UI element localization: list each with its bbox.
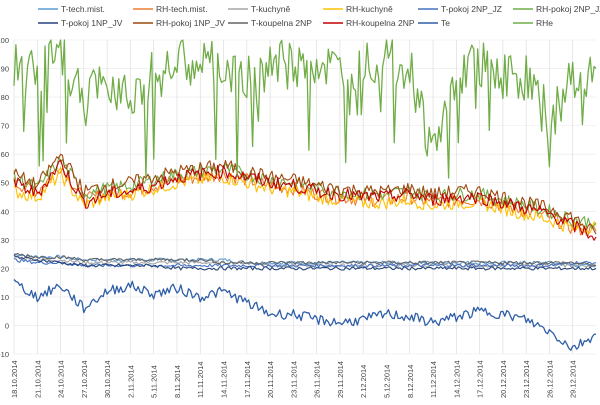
legend-label: T-kuchyně	[251, 4, 290, 14]
series-line	[13, 39, 597, 179]
x-tick-label: 8.12.2014	[406, 365, 415, 398]
legend-label: T-pokoj 1NP_JV	[61, 18, 123, 28]
series-line	[13, 167, 597, 234]
x-tick-label: 11.11.2014	[196, 362, 205, 398]
legend-label: T-tech.mist.	[61, 4, 105, 14]
x-tick-label: 27.10.2014	[80, 360, 89, 398]
x-tick-label: 21.10.2014	[33, 360, 42, 398]
axes: -10 0 10 20 30 40 50 60 70 80 90 100 18.10.2014 21.10…	[0, 36, 578, 398]
legend-label: RH-pokoj 1NP_JV	[156, 18, 225, 28]
y-tick-label: 70	[1, 122, 9, 131]
x-tick-label: 11.12.2014	[429, 361, 438, 398]
legend-label: RH-pokoj 2NP_JZ	[536, 4, 600, 14]
series-line	[13, 258, 597, 268]
x-tick-label: 20.11.2014	[266, 361, 275, 398]
x-tick-label: 5.11.2014	[150, 365, 159, 398]
y-tick-label: -10	[0, 350, 9, 359]
series-line	[13, 159, 597, 241]
y-tick-label: 100	[0, 36, 9, 45]
legend-label: T-pokoj 2NP_JZ	[441, 4, 502, 14]
y-tick-label: 0	[5, 321, 9, 330]
x-tick-label: 30.10.2014	[103, 360, 112, 398]
legend-label: Te	[441, 18, 450, 28]
x-tick-label: 8.11.2014	[173, 365, 182, 398]
x-tick-label: 18.10.2014	[10, 360, 19, 398]
y-tick-label: 80	[1, 93, 9, 102]
y-tick-label: 30	[1, 236, 9, 245]
y-tick-label: 20	[1, 264, 9, 273]
x-tick-label: 23.11.2014	[289, 361, 298, 398]
x-tick-label: 14.12.2014	[452, 360, 461, 398]
x-tick-label: 26.11.2014	[313, 361, 322, 398]
y-tick-label: 10	[1, 293, 9, 302]
y-tick-label: 50	[1, 179, 9, 188]
x-tick-label: 5.12.2014	[382, 365, 391, 398]
series-line	[13, 279, 597, 351]
grid	[13, 39, 596, 355]
y-tick-label: 90	[1, 65, 9, 74]
x-tick-label: 14.11.2014	[220, 361, 229, 398]
legend-label: RHe	[536, 18, 553, 28]
x-tick-label: 26.12.2014	[545, 360, 554, 398]
y-tick-label: 40	[1, 207, 9, 216]
series-line	[13, 254, 597, 271]
legend-label: T-koupelna 2NP	[251, 18, 312, 28]
series-lines	[13, 39, 597, 351]
x-tick-label: 17.12.2014	[476, 360, 485, 398]
x-tick-label: 20.12.2014	[499, 360, 508, 398]
x-tick-label: 24.10.2014	[57, 360, 66, 398]
y-tick-label: 60	[1, 150, 9, 159]
legend-label: RH-tech.mist.	[156, 4, 207, 14]
x-tick-label: 2.11.2014	[126, 365, 135, 398]
series-line	[13, 252, 596, 267]
x-tick-label: 29.11.2014	[336, 361, 345, 398]
x-tick-label: 29.12.2014	[569, 360, 578, 398]
legend: T-tech.mist. RH-tech.mist. T-kuchyně RH-kuc…	[38, 4, 600, 28]
x-tick-label: 2.12.2014	[359, 365, 368, 398]
legend-label: RH-koupelna 2NP	[346, 18, 415, 28]
x-tick-label: 23.12.2014	[522, 360, 531, 398]
legend-label: RH-kuchyně	[346, 4, 393, 14]
x-tick-label: 17.11.2014	[243, 361, 252, 398]
